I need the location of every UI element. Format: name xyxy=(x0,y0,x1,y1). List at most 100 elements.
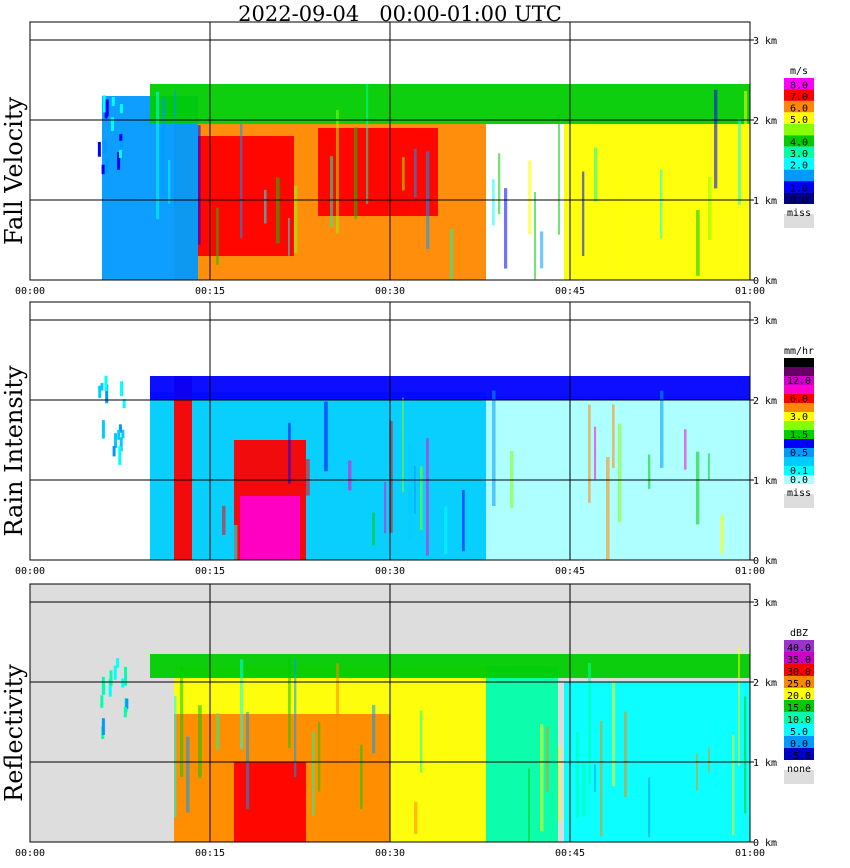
echo-streak xyxy=(198,125,201,245)
echo-streak xyxy=(696,754,699,791)
echo-streak xyxy=(738,118,741,205)
echo-streak xyxy=(714,89,718,189)
echo-speck xyxy=(101,420,105,439)
echo-streak xyxy=(240,659,244,750)
legend-swatch xyxy=(784,676,814,688)
legend-label: -5.0 xyxy=(787,751,811,762)
legend-swatch xyxy=(784,135,814,147)
echo-speck xyxy=(118,149,122,159)
echo-streak xyxy=(684,429,687,470)
echo-streak xyxy=(444,506,448,554)
legend-unit: m/s xyxy=(790,66,808,77)
echo-layer xyxy=(150,84,750,124)
legend-swatch xyxy=(784,421,814,430)
legend-label: 10.0 xyxy=(787,715,811,726)
echo-streak xyxy=(174,695,177,818)
echo-speck xyxy=(120,381,124,397)
echo-streak xyxy=(174,89,177,205)
echo-streak xyxy=(222,505,226,535)
echo-streak xyxy=(402,397,404,493)
y-tick-label: 1 km xyxy=(753,196,777,207)
legend-unit: dBZ xyxy=(790,628,808,639)
y-tick-label: 3 km xyxy=(753,36,777,47)
echo-streak xyxy=(744,91,748,193)
echo-streak xyxy=(696,209,700,276)
legend-swatch xyxy=(784,736,814,748)
legend-swatch xyxy=(784,78,814,90)
echo-speck xyxy=(110,117,114,132)
echo-layer xyxy=(150,392,486,560)
legend-missing-swatch xyxy=(784,494,814,508)
echo-streak xyxy=(498,153,501,215)
echo-streak xyxy=(720,515,724,554)
echo-streak xyxy=(294,658,297,778)
legend-label: 6.0 xyxy=(790,103,808,114)
panel-ylabel: Rain Intensity xyxy=(0,365,28,537)
echo-streak xyxy=(336,109,339,234)
x-tick-label: 00:00 xyxy=(15,848,45,859)
legend-swatch xyxy=(784,394,814,403)
legend-swatch xyxy=(784,430,814,439)
legend-swatch xyxy=(784,439,814,448)
echo-speck xyxy=(98,385,102,398)
echo-streak xyxy=(660,169,663,239)
y-tick-label: 1 km xyxy=(753,476,777,487)
echo-layer xyxy=(102,96,198,280)
echo-speck xyxy=(119,104,123,114)
echo-streak xyxy=(306,459,310,496)
legend-swatch xyxy=(784,358,814,367)
echo-speck xyxy=(114,433,118,449)
echo-streak xyxy=(324,401,328,472)
echo-speck xyxy=(101,718,105,735)
legend-swatch xyxy=(784,192,814,204)
echo-streak xyxy=(318,721,321,792)
legend-swatch xyxy=(784,652,814,664)
legend-label: 40.0 xyxy=(787,643,811,654)
legend-label: 5.0 xyxy=(790,727,808,738)
echo-streak xyxy=(414,148,417,198)
echo-speck xyxy=(101,676,105,695)
y-tick-label: 2 km xyxy=(753,678,777,689)
legend-label: 0.0 xyxy=(790,475,808,486)
echo-speck xyxy=(104,375,108,392)
echo-streak xyxy=(462,489,465,552)
echo-streak xyxy=(288,422,291,484)
legend-label: 2.0 xyxy=(790,161,808,172)
echo-streak xyxy=(216,713,220,750)
y-tick-label: 3 km xyxy=(753,316,777,327)
echo-speck xyxy=(113,665,117,680)
legend-swatch xyxy=(784,158,814,170)
legend-missing-label: miss xyxy=(787,488,811,499)
y-tick-label: 2 km xyxy=(753,396,777,407)
legend-unit: mm/hr xyxy=(784,346,814,357)
echo-speck xyxy=(105,384,109,404)
x-tick-label: 01:00 xyxy=(735,848,765,859)
echo-streak xyxy=(612,680,616,786)
legend-label: 1.5 xyxy=(790,430,808,441)
echo-streak xyxy=(156,91,160,220)
echo-streak xyxy=(366,84,369,204)
y-tick-label: 0 km xyxy=(753,838,777,849)
echo-streak xyxy=(240,123,243,239)
echo-streak xyxy=(288,657,291,748)
legend-label: 0.0 xyxy=(790,739,808,750)
echo-streak xyxy=(588,404,591,503)
echo-speck xyxy=(109,670,113,686)
echo-streak xyxy=(558,114,560,235)
echo-layer xyxy=(150,376,750,400)
echo-streak xyxy=(414,465,416,514)
echo-speck xyxy=(121,429,125,439)
x-tick-label: 01:00 xyxy=(735,286,765,297)
echo-speck xyxy=(103,140,107,154)
x-tick-label: 00:15 xyxy=(195,848,225,859)
echo-streak xyxy=(420,466,423,531)
echo-streak xyxy=(402,157,405,191)
echo-streak xyxy=(582,761,586,816)
echo-streak xyxy=(372,512,375,546)
echo-streak xyxy=(294,185,298,254)
echo-streak xyxy=(510,450,514,508)
legend-label: 15.0 xyxy=(787,703,811,714)
legend-label: 35.0 xyxy=(787,655,811,666)
echo-speck xyxy=(101,164,105,175)
echo-streak xyxy=(648,777,651,838)
